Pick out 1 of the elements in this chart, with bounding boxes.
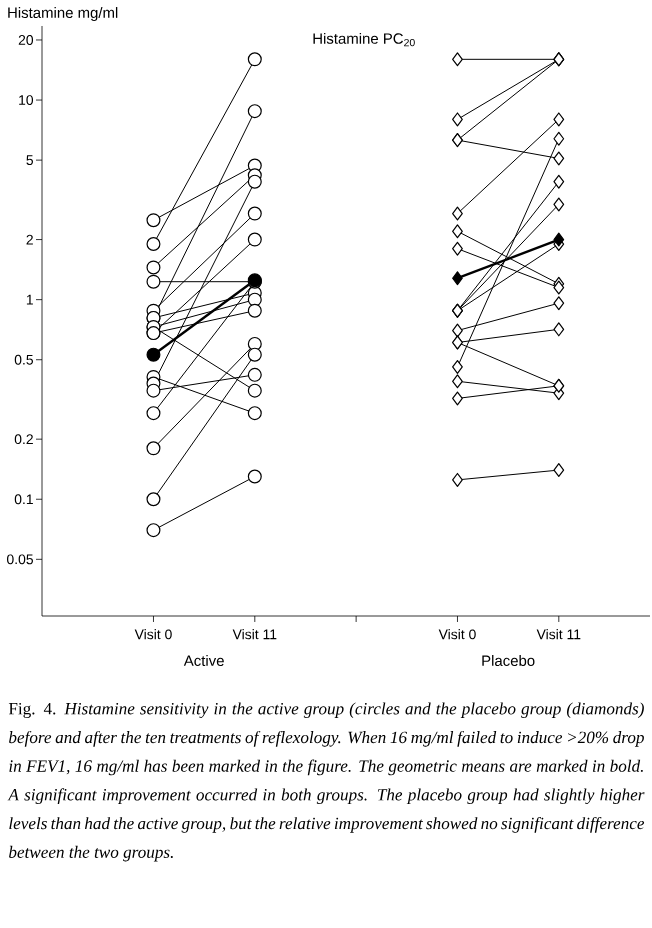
caption: Fig. 4. Histamine sensitivity in the active group (circles and the placebo group (diamonds) before and after the ten treatments of reflexology. When 16 mg/ml failed to induce >20% drop in FEV1, 16 mg/ml has been marked in the figure. The geometric means are marked in bold. A significant improvement occurred in both groups. The placebo group had slightly higher levels than had the active group, but the relative improvement showed no significant difference between the two groups.	[7, 702, 645, 862]
